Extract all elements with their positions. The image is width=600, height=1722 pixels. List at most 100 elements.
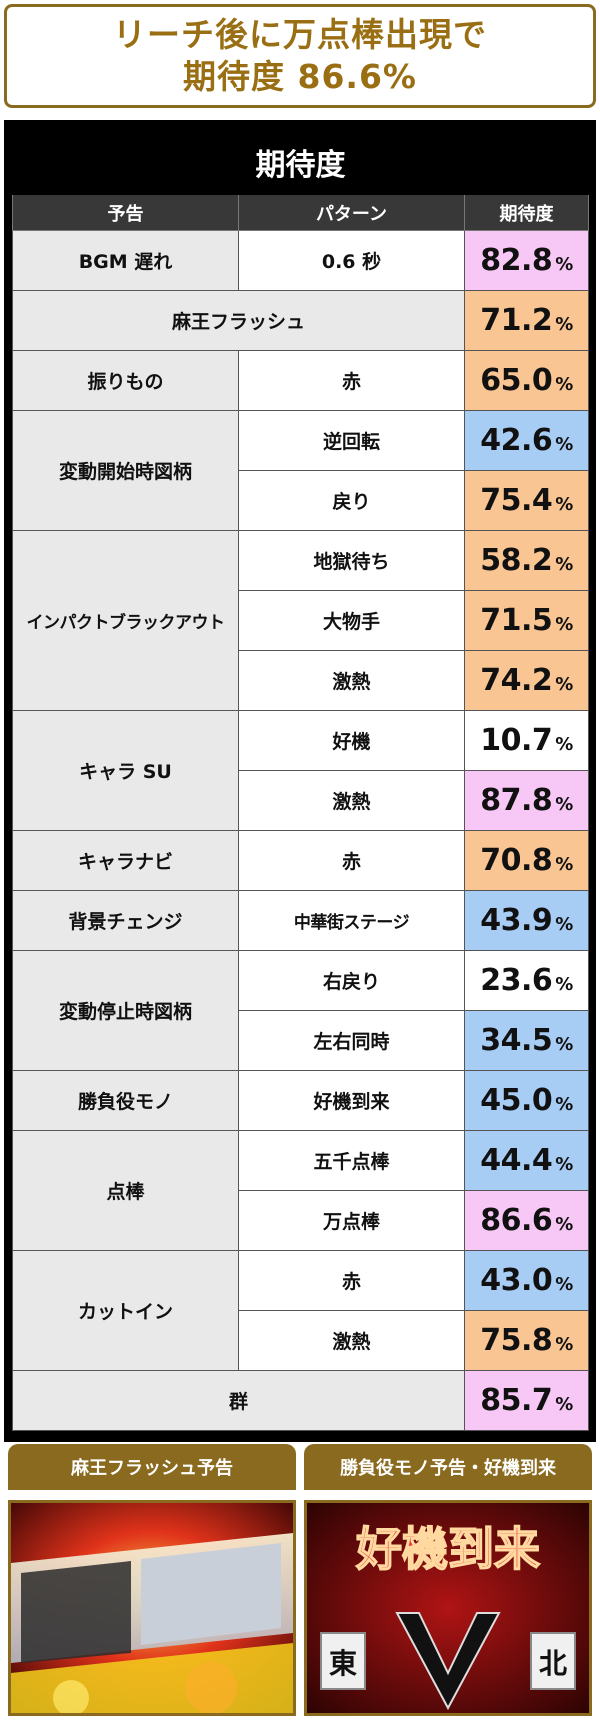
table-row: 変動停止時図柄 右戻り 23.6% — [12, 950, 590, 1071]
good-chance-screenshot: 好機到来 東 北 — [304, 1500, 592, 1716]
pattern-cell: 地獄待ち — [238, 530, 465, 591]
table-row: キャラ SU 好機 10.7% — [12, 710, 590, 831]
mahjong-flash-illustration — [11, 1503, 293, 1713]
percent-sign: % — [555, 674, 573, 695]
expectation-value: 34.5 — [480, 1023, 553, 1058]
right-panel-label: 勝負役モノ予告・好機到来 — [304, 1444, 592, 1490]
expectation-cell: 87.8% — [463, 770, 590, 831]
pattern-cell: 戻り — [238, 470, 465, 531]
expectation-value: 70.8 — [480, 843, 553, 878]
expectation-value: 42.6 — [480, 423, 553, 458]
expectation-cell: 86.6% — [463, 1190, 590, 1251]
pattern-cell: 中華街ステージ — [238, 890, 465, 951]
expectation-cell: 70.8% — [463, 830, 590, 891]
pattern-cell: 右戻り — [238, 950, 465, 1011]
table-row: 勝負役モノ 好機到来 45.0% — [12, 1070, 590, 1131]
percent-sign: % — [555, 374, 573, 395]
expectation-value: 74.2 — [480, 663, 553, 698]
expectation-value: 43.0 — [480, 1263, 553, 1298]
expectation-cell: 71.2% — [463, 290, 590, 351]
percent-sign: % — [555, 794, 573, 815]
expectation-value: 23.6 — [480, 963, 553, 998]
expectation-value: 44.4 — [480, 1143, 553, 1178]
pattern-cell: 激熱 — [238, 1310, 465, 1371]
good-chance-brush-text: 好機到来 — [355, 1522, 540, 1576]
header-notice: 予告 — [12, 194, 239, 231]
pattern-cell: 万点棒 — [238, 1190, 465, 1251]
table-title: 期待度 — [11, 128, 590, 195]
notice-label: キャラ SU — [12, 710, 239, 831]
mahjong-flash-screenshot — [8, 1500, 296, 1716]
header-pattern: パターン — [238, 194, 465, 231]
table-row: BGM 遅れ 0.6 秒 82.8% — [12, 230, 590, 291]
pattern-cell: 左右同時 — [238, 1010, 465, 1071]
pattern-cell: 0.6 秒 — [238, 230, 465, 291]
expectation-value: 82.8 — [480, 243, 553, 278]
expectation-cell: 82.8% — [463, 230, 590, 291]
table-row: 点棒 五千点棒 44.4% — [12, 1130, 590, 1251]
east-tile-text: 東 — [329, 1647, 357, 1680]
expectation-value: 65.0 — [480, 363, 553, 398]
pattern-cell: 赤 — [238, 1250, 465, 1311]
expectation-cell: 44.4% — [463, 1130, 590, 1191]
table-row: 戻り 75.4% — [13, 470, 590, 531]
expectation-cell: 58.2% — [463, 530, 590, 591]
percent-sign: % — [555, 1334, 573, 1355]
good-chance-illustration: 好機到来 東 北 — [307, 1503, 589, 1713]
expectation-table: 期待度 予告 パターン 期待度 BGM 遅れ 0.6 秒 82.8% 麻王フラッ… — [11, 128, 590, 1431]
pattern-cell: 好機到来 — [238, 1070, 465, 1131]
percent-sign: % — [555, 1274, 573, 1295]
expectation-value: 75.4 — [480, 483, 553, 518]
expectation-cell: 43.0% — [463, 1250, 590, 1311]
expectation-cell: 71.5% — [463, 590, 590, 651]
pattern-cell: 大物手 — [238, 590, 465, 651]
headline-line-2: 期待度 86.6% — [183, 57, 417, 96]
expectation-value: 85.7 — [480, 1383, 553, 1418]
expectation-cell: 42.6% — [463, 410, 590, 471]
percent-sign: % — [555, 1394, 573, 1415]
expectation-value: 45.0 — [480, 1083, 553, 1118]
notice-label: カットイン — [12, 1250, 239, 1371]
table-row: 万点棒 86.6% — [13, 1190, 590, 1251]
table-row: 群 85.7% — [12, 1370, 590, 1431]
pattern-cell: 赤 — [238, 830, 465, 891]
table-row: キャラナビ 赤 70.8% — [12, 830, 590, 891]
left-panel-label: 麻王フラッシュ予告 — [8, 1444, 296, 1490]
table-row: 激熱 87.8% — [13, 770, 590, 831]
percent-sign: % — [555, 434, 573, 455]
pattern-cell: 赤 — [238, 350, 465, 411]
notice-label: 振りもの — [12, 350, 239, 411]
notice-label: インパクトブラックアウト — [12, 530, 239, 711]
table-row: 激熱 74.2% — [13, 650, 590, 711]
percent-sign: % — [555, 554, 573, 575]
expectation-value: 71.2 — [480, 303, 553, 338]
expectation-value: 71.5 — [480, 603, 553, 638]
expectation-cell: 34.5% — [463, 1010, 590, 1071]
percent-sign: % — [555, 254, 573, 275]
expectation-cell: 85.7% — [463, 1370, 590, 1431]
notice-label: 変動開始時図柄 — [12, 410, 239, 531]
notice-label: 点棒 — [12, 1130, 239, 1251]
expectation-value: 58.2 — [480, 543, 553, 578]
table-row: カットイン 赤 43.0% — [12, 1250, 590, 1371]
table-row: 大物手 71.5% — [13, 590, 590, 651]
pattern-cell: 逆回転 — [238, 410, 465, 471]
percent-sign: % — [555, 494, 573, 515]
percent-sign: % — [555, 914, 573, 935]
expectation-cell: 23.6% — [463, 950, 590, 1011]
pattern-cell: 激熱 — [238, 650, 465, 711]
expectation-value: 75.8 — [480, 1323, 553, 1358]
pattern-cell: 五千点棒 — [238, 1130, 465, 1191]
expectation-table-frame: 期待度 予告 パターン 期待度 BGM 遅れ 0.6 秒 82.8% 麻王フラッ… — [4, 120, 596, 1442]
table-row: 背景チェンジ 中華街ステージ 43.9% — [12, 890, 590, 951]
pattern-cell: 好機 — [238, 710, 465, 771]
percent-sign: % — [555, 734, 573, 755]
notice-label: 麻王フラッシュ — [12, 290, 465, 351]
table-row: 左右同時 34.5% — [13, 1010, 590, 1071]
percent-sign: % — [555, 1034, 573, 1055]
expectation-value: 86.6 — [480, 1203, 553, 1238]
headline-banner: リーチ後に万点棒出現で 期待度 86.6% — [4, 4, 596, 108]
table-row: 麻王フラッシュ 71.2% — [12, 290, 590, 351]
expectation-cell: 75.8% — [463, 1310, 590, 1371]
expectation-cell: 43.9% — [463, 890, 590, 951]
